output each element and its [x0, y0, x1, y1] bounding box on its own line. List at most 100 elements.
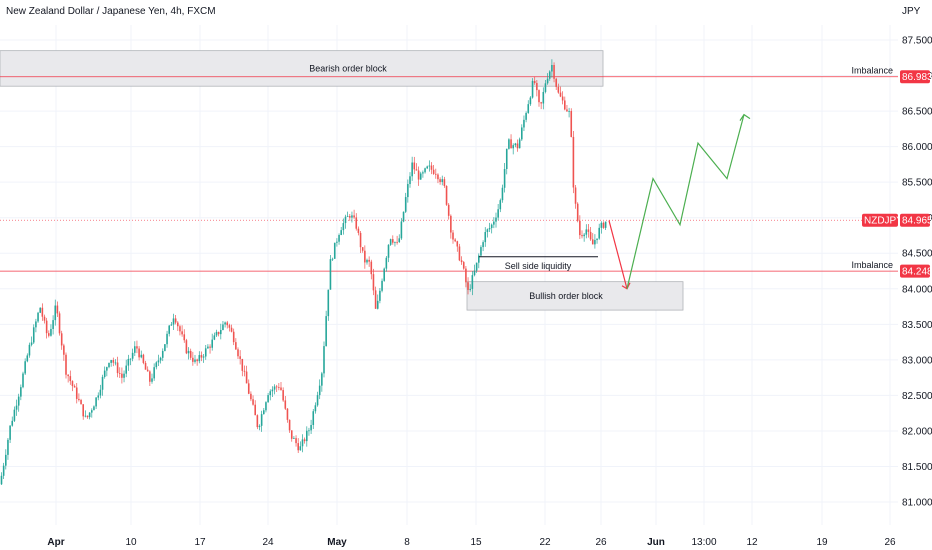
candle-body [523, 119, 525, 128]
last-price-value: 84.965 [902, 216, 932, 227]
candle-body [0, 475, 3, 485]
candle-body [56, 305, 59, 314]
candle-body [372, 274, 375, 291]
candle-body [22, 373, 24, 388]
candle-body [252, 399, 254, 405]
candle-body [286, 408, 289, 420]
bearish-order-block[interactable] [0, 50, 604, 87]
candle-body [318, 385, 321, 396]
candle-body [127, 358, 130, 366]
candle-body [28, 344, 31, 356]
candle-body [5, 454, 7, 466]
candle-body [329, 259, 332, 290]
candle-body [443, 179, 446, 186]
candle-body [187, 350, 190, 354]
candle-body [192, 357, 194, 362]
candle-body [60, 333, 63, 346]
candle-body [521, 127, 523, 140]
candle-body [460, 260, 463, 263]
candle-body [209, 346, 211, 348]
candlestick-series [0, 59, 607, 485]
projection-down-arrow[interactable] [608, 220, 628, 289]
candle-body [503, 169, 506, 188]
candle-body [542, 91, 545, 104]
candle-body [13, 409, 16, 421]
candle-body [415, 169, 418, 171]
candle-body [594, 240, 596, 245]
y-tick-label: 81.000 [902, 498, 932, 509]
time-axis[interactable]: Apr 10 17 24 May 8 15 22 26 Jun 13:00 12 19 26 [47, 537, 896, 548]
candle-body [45, 320, 48, 334]
candle-body [157, 360, 160, 363]
candle-body [82, 404, 84, 417]
candle-body [26, 355, 29, 362]
candle-body [52, 320, 54, 329]
candle-body [78, 398, 80, 400]
chart-grid [0, 25, 898, 525]
candle-body [84, 415, 87, 417]
candle-body [456, 241, 459, 247]
candle-body [217, 331, 220, 335]
candle-body [482, 242, 484, 248]
y-tick-label: 84.500 [902, 249, 932, 260]
candle-body [321, 373, 323, 386]
candle-body [136, 346, 138, 349]
candle-body [101, 376, 104, 390]
candle-body [536, 83, 538, 91]
candle-body [585, 229, 588, 235]
candle-body [282, 390, 284, 401]
last-price-badge: NZDJPY 84.965 [862, 213, 932, 227]
candle-body [374, 290, 377, 309]
candle-body [114, 362, 117, 364]
candle-body [435, 173, 437, 175]
candle-body [11, 420, 14, 426]
candle-body [462, 262, 465, 269]
candle-body [299, 446, 302, 451]
candle-body [177, 322, 179, 327]
bullish-order-block[interactable] [466, 281, 684, 311]
candle-body [288, 419, 291, 431]
candle-body [140, 354, 143, 358]
candle-body [254, 404, 256, 416]
candle-body [86, 415, 89, 418]
candle-body [108, 362, 110, 368]
candle-body [103, 370, 106, 377]
y-tick-label: 83.000 [902, 355, 932, 366]
price-axis[interactable]: 87.50087.00086.50086.00085.50085.00084.5… [902, 36, 932, 509]
candle-body [568, 111, 570, 112]
candle-body [32, 327, 35, 343]
candle-body [370, 261, 373, 275]
candle-body [346, 216, 349, 217]
candle-body [566, 109, 568, 112]
candle-body [338, 234, 340, 242]
candle-body [243, 370, 246, 372]
candle-body [437, 174, 439, 180]
candle-body [35, 321, 37, 328]
candle-body [273, 386, 276, 390]
x-tick-label: 26 [595, 537, 607, 548]
candle-body [151, 378, 153, 382]
candle-body [306, 430, 308, 442]
candle-body [183, 334, 186, 341]
candle-body [473, 270, 476, 276]
candle-body [237, 349, 239, 357]
candle-body [121, 373, 123, 378]
candle-body [153, 367, 155, 379]
candle-body [525, 112, 527, 120]
candle-body [336, 241, 338, 243]
candle-body [290, 430, 293, 439]
candle-body [381, 280, 383, 291]
projection-up-path[interactable] [626, 114, 745, 289]
y-tick-label: 87.500 [902, 36, 932, 47]
x-tick-label: 13:00 [691, 537, 716, 548]
candle-body [353, 215, 355, 218]
candle-body [15, 405, 18, 410]
candle-body [99, 389, 102, 396]
candle-body [516, 143, 519, 149]
candle-body [538, 90, 540, 103]
candle-body [531, 80, 534, 98]
candle-body [497, 209, 499, 218]
candle-body [596, 238, 598, 241]
candle-body [366, 259, 368, 263]
